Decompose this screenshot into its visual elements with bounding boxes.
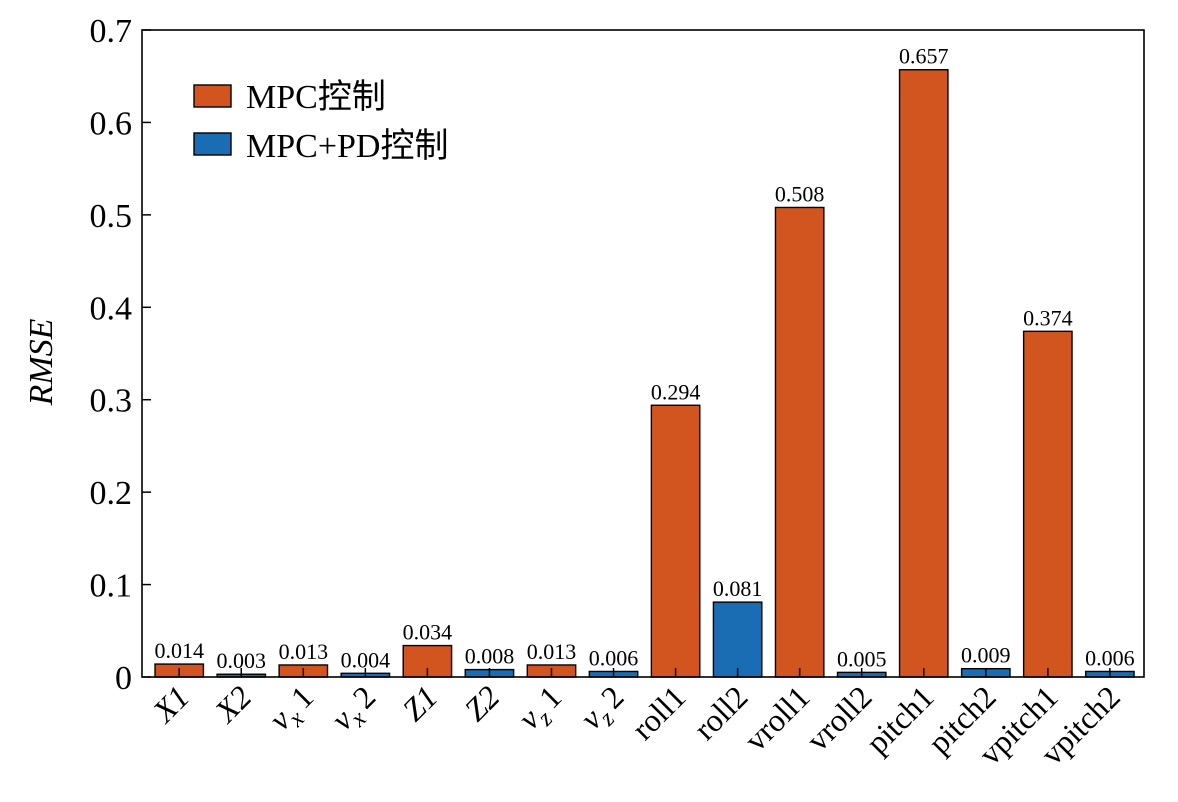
x-tick-label: X1 (144, 678, 196, 730)
bar (712, 601, 763, 678)
data-label: 0.657 (899, 44, 949, 69)
legend-swatch-mpc (193, 84, 232, 108)
legend-label-mpc-pd: MPC+PD控制 (246, 127, 448, 165)
y-tick-label: 0.1 (90, 568, 133, 605)
legend-label-mpc: MPC控制 (246, 78, 386, 116)
data-label: 0.009 (961, 643, 1011, 668)
bar (898, 69, 949, 678)
x-tick-label: pitch1 (859, 678, 941, 760)
y-tick-label: 0.5 (90, 198, 133, 235)
x-tick-label: vx2 (324, 678, 388, 742)
x-tick-label: X2 (206, 678, 258, 730)
bar (650, 404, 701, 678)
data-label: 0.508 (775, 181, 825, 206)
y-tick-label: 0.7 (90, 13, 133, 50)
x-tick-label: vroll2 (799, 678, 879, 758)
data-label: 0.294 (651, 379, 701, 404)
data-label: 0.081 (713, 576, 763, 601)
data-label: 0.006 (589, 645, 639, 670)
legend-swatch-mpc-pd (193, 132, 232, 156)
y-tick-label: 0.6 (90, 105, 133, 142)
x-tick-label: vz1 (511, 678, 574, 741)
legend: MPC控制 MPC+PD控制 (193, 78, 448, 165)
y-tick-label: 0.2 (90, 475, 133, 512)
x-tick-label: roll1 (624, 678, 692, 746)
x-tick-label: Z2 (457, 678, 506, 727)
data-label: 0.005 (837, 646, 887, 671)
bar (774, 206, 825, 678)
bar (1022, 330, 1073, 678)
data-label: 0.006 (1085, 645, 1135, 670)
data-label: 0.374 (1023, 305, 1073, 330)
data-label: 0.013 (279, 639, 329, 664)
y-tick-label: 0.3 (90, 383, 133, 420)
plot-frame (141, 29, 1145, 678)
y-tick-label: 0 (115, 660, 132, 697)
x-tick-label: vx1 (262, 678, 326, 742)
y-tick-label: 0.4 (90, 290, 133, 327)
y-axis-title: RMSE (23, 318, 60, 406)
data-label: 0.014 (154, 638, 204, 663)
x-tick-label: Z1 (395, 678, 444, 727)
x-tick-label: vz2 (573, 678, 636, 741)
data-label: 0.013 (527, 639, 577, 664)
data-label: 0.008 (465, 644, 515, 669)
y-axis: 0 0.1 0.2 0.3 0.4 0.5 0.6 0.7 (90, 13, 151, 697)
data-label: 0.034 (403, 620, 453, 645)
x-tick-label: vroll1 (737, 678, 817, 758)
